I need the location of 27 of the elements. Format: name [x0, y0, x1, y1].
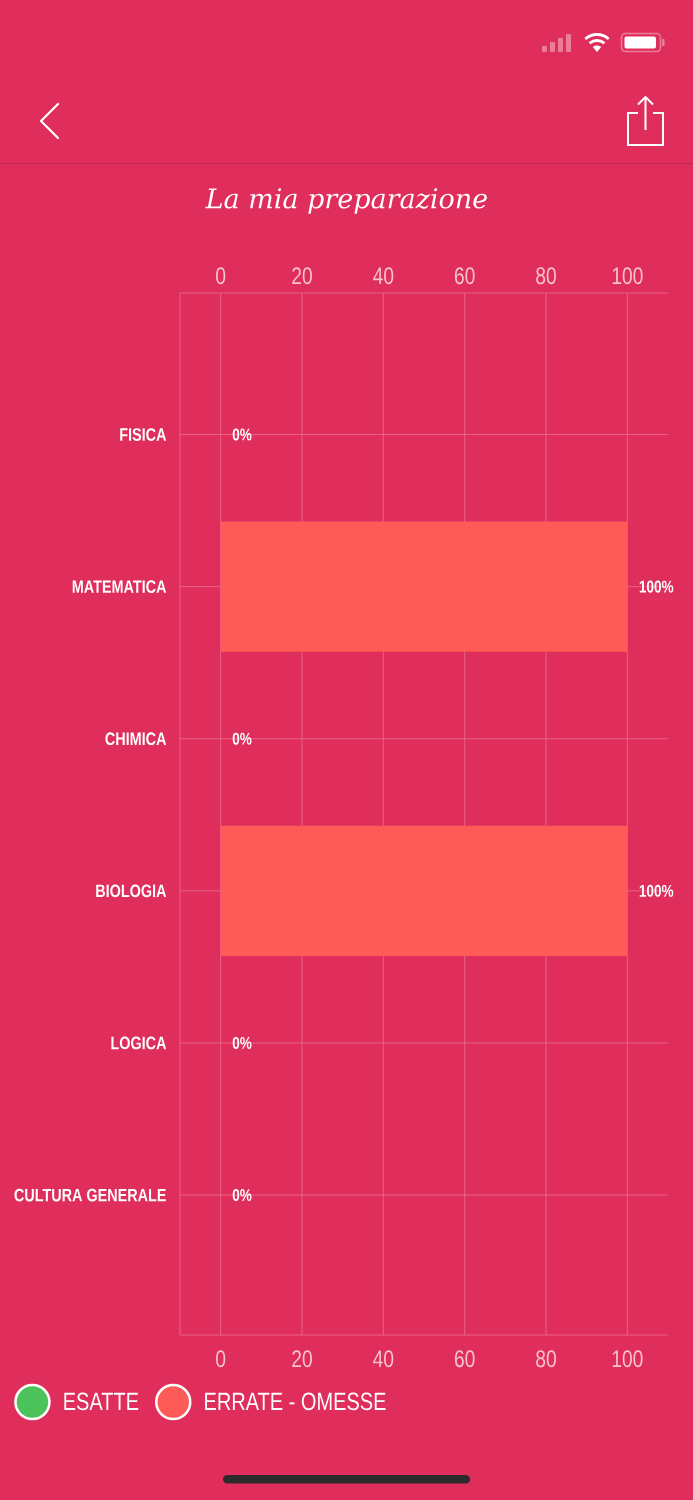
x2-tick-label: 80: [536, 1350, 556, 1368]
x2-tick-label: 100: [612, 1350, 643, 1368]
y-tick-label: FISICA: [120, 428, 167, 441]
y-tick-label: CHIMICA: [105, 732, 167, 746]
x-tick-label: 80: [536, 267, 556, 285]
x2-tick-label: 60: [454, 1350, 475, 1368]
x2-tick-label: 40: [373, 1350, 394, 1368]
total-label: 0%: [232, 1036, 252, 1049]
y-tick-label: CULTURA GENERALE: [14, 1188, 166, 1202]
x2-tick-label: 0: [216, 1350, 226, 1368]
total-label: 0%: [232, 1189, 252, 1202]
y-tick-label: LOGICA: [111, 1036, 167, 1050]
x2-tick-label: 20: [292, 1350, 312, 1368]
total-label: 100%: [639, 580, 674, 593]
total-label: 0%: [232, 428, 252, 441]
legend-label: ESATTE: [64, 1392, 139, 1411]
y-tick-label: MATEMATICA: [72, 580, 167, 593]
x-tick-label: 0: [216, 267, 226, 285]
chart-title: La mia preparazione: [205, 188, 487, 214]
x-tick-label: 100: [612, 267, 643, 285]
x-tick-label: 40: [373, 267, 394, 285]
y-tick-label: BIOLOGIA: [96, 884, 167, 898]
total-label: 0%: [232, 732, 252, 745]
x-tick-label: 20: [292, 267, 312, 285]
total-label: 100%: [639, 884, 674, 897]
x-tick-label: 60: [454, 267, 475, 285]
legend-label: ERRATE - OMESSE: [205, 1392, 386, 1411]
